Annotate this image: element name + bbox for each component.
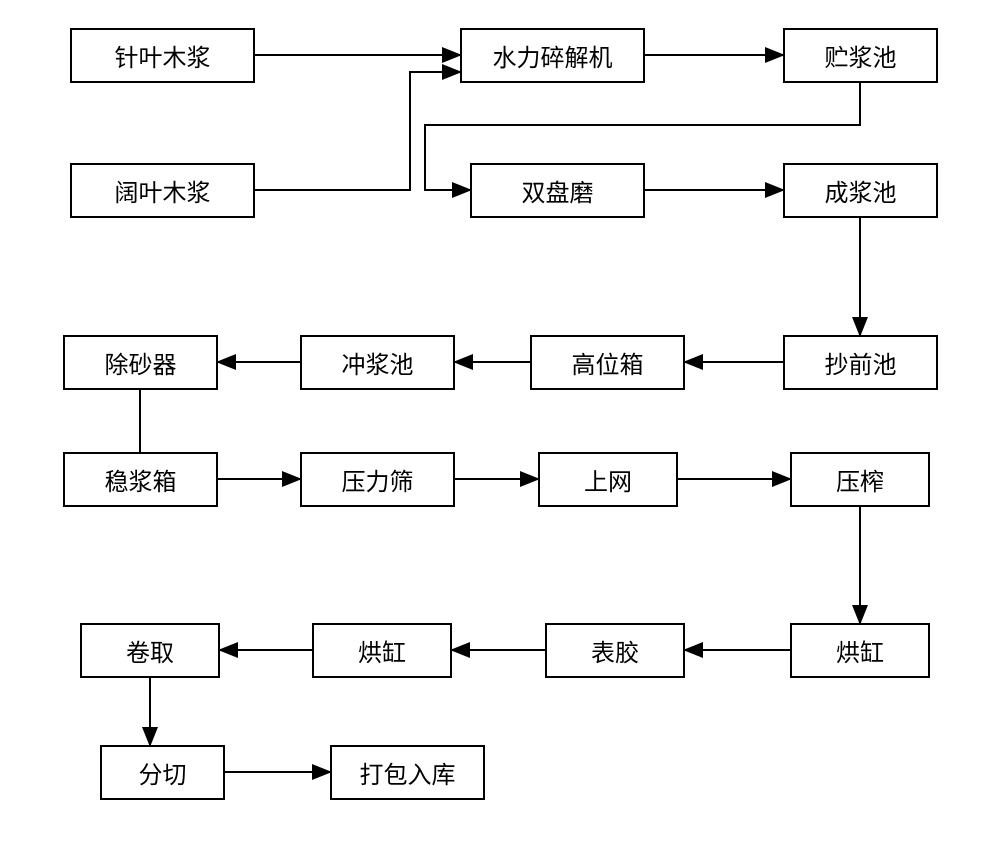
- node-label: 压力筛: [342, 462, 414, 497]
- node-label: 水力碎解机: [493, 38, 613, 73]
- node-label: 表胶: [591, 633, 639, 668]
- flowchart-node: 水力碎解机: [460, 28, 645, 83]
- node-label: 烘缸: [358, 633, 406, 668]
- node-label: 卷取: [126, 633, 174, 668]
- flowchart-node: 双盘磨: [470, 163, 645, 218]
- node-label: 烘缸: [836, 633, 884, 668]
- flowchart-arrows: [0, 0, 1000, 856]
- flowchart-node: 稳浆箱: [63, 452, 218, 507]
- flowchart-node: 阔叶木浆: [70, 163, 255, 218]
- node-label: 阔叶木浆: [115, 173, 211, 208]
- node-label: 抄前池: [825, 345, 897, 380]
- node-label: 成浆池: [825, 173, 897, 208]
- node-label: 高位箱: [572, 345, 644, 380]
- node-label: 压榨: [836, 462, 884, 497]
- flowchart-node: 针叶木浆: [70, 28, 255, 83]
- flowchart-node: 卷取: [80, 623, 220, 678]
- node-label: 分切: [139, 755, 187, 790]
- flowchart-node: 表胶: [545, 623, 685, 678]
- flowchart-node: 上网: [538, 452, 678, 507]
- node-label: 针叶木浆: [115, 38, 211, 73]
- flowchart-edge: [255, 72, 460, 190]
- node-label: 上网: [584, 462, 632, 497]
- flowchart-node: 压榨: [790, 452, 930, 507]
- node-label: 双盘磨: [522, 173, 594, 208]
- flowchart-node: 烘缸: [790, 623, 930, 678]
- flowchart-node: 成浆池: [783, 163, 938, 218]
- flowchart-node: 高位箱: [530, 335, 685, 390]
- node-label: 贮浆池: [825, 38, 897, 73]
- flowchart-node: 分切: [100, 745, 225, 800]
- flowchart-node: 压力筛: [300, 452, 455, 507]
- flowchart-node: 打包入库: [330, 745, 485, 800]
- flowchart-node: 冲浆池: [300, 335, 455, 390]
- node-label: 冲浆池: [342, 345, 414, 380]
- node-label: 打包入库: [360, 755, 456, 790]
- node-label: 除砂器: [105, 345, 177, 380]
- flowchart-node: 烘缸: [312, 623, 452, 678]
- flowchart-node: 除砂器: [63, 335, 218, 390]
- node-label: 稳浆箱: [105, 462, 177, 497]
- flowchart-node: 贮浆池: [783, 28, 938, 83]
- flowchart-node: 抄前池: [783, 335, 938, 390]
